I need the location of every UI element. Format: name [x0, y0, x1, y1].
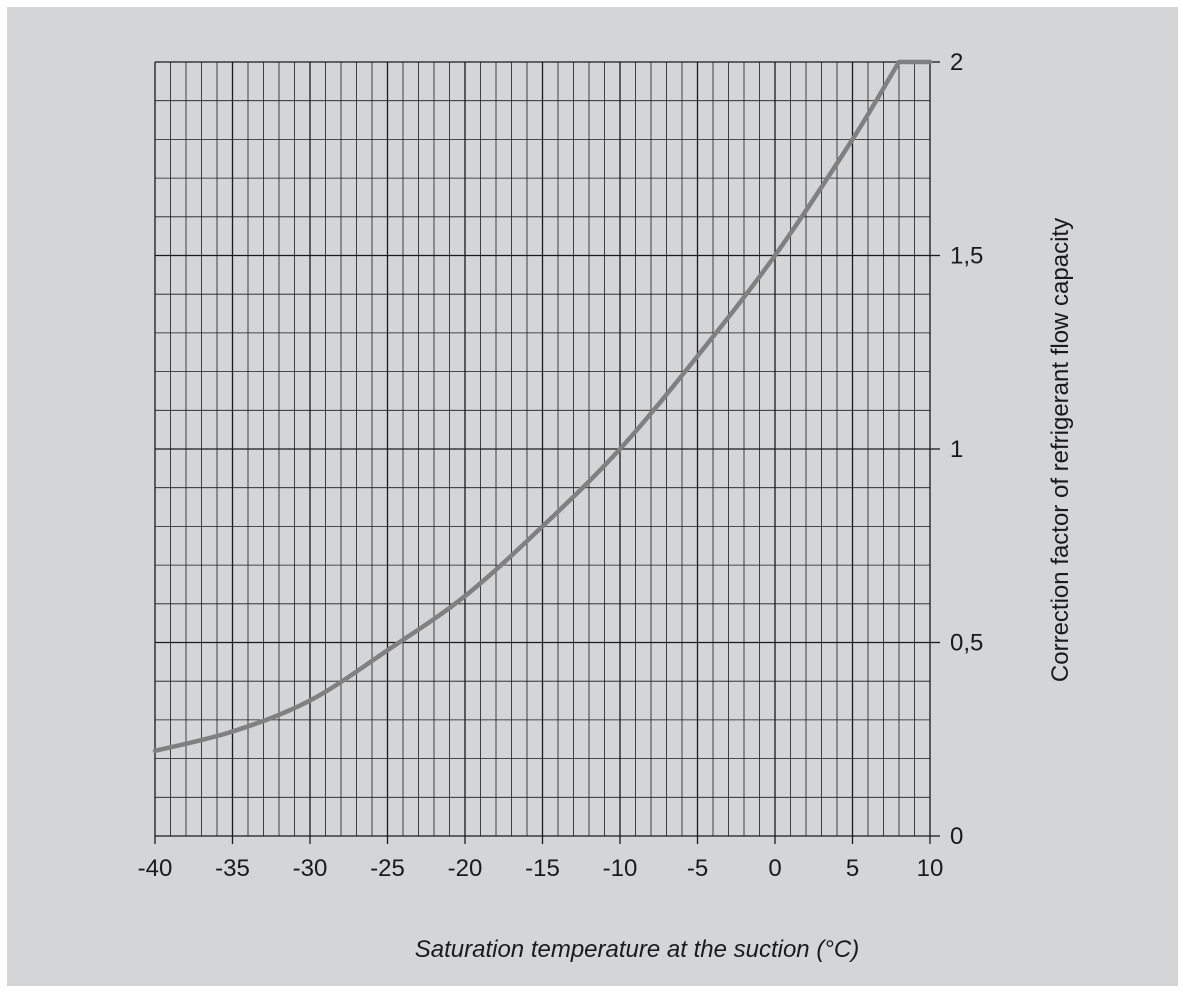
x-tick-label: 5 [846, 855, 859, 882]
y-tick-label: 0 [950, 823, 963, 850]
x-tick-label: -5 [687, 855, 708, 882]
axis-ticks [154, 61, 940, 844]
y-tick-labels: 0 0,5 1 1,5 2 [950, 49, 983, 850]
x-tick-label: 0 [768, 855, 781, 882]
x-tick-labels: -40 -35 -30 -25 -20 -15 -10 -5 0 5 10 [138, 855, 944, 882]
chart-panel [7, 7, 1178, 986]
x-tick-label: -35 [215, 855, 250, 882]
x-tick-label: -20 [448, 855, 483, 882]
x-tick-label: -15 [525, 855, 560, 882]
x-tick-label: -10 [603, 855, 638, 882]
x-tick-label: -40 [138, 855, 173, 882]
x-tick-label: -30 [293, 855, 328, 882]
x-axis-title: Saturation temperature at the suction (°… [415, 936, 859, 963]
x-tick-label: 10 [917, 855, 944, 882]
series-lines [152, 59, 933, 754]
chart-grid [154, 61, 931, 837]
y-tick-label: 1,5 [950, 243, 983, 270]
y-axis-title: Correction factor of refrigerant flow ca… [1047, 218, 1074, 682]
y-tick-label: 1 [950, 436, 963, 463]
y-tick-label: 2 [950, 49, 963, 76]
y-tick-label: 0,5 [950, 630, 983, 657]
series-line [152, 59, 933, 754]
x-tick-label: -25 [370, 855, 405, 882]
